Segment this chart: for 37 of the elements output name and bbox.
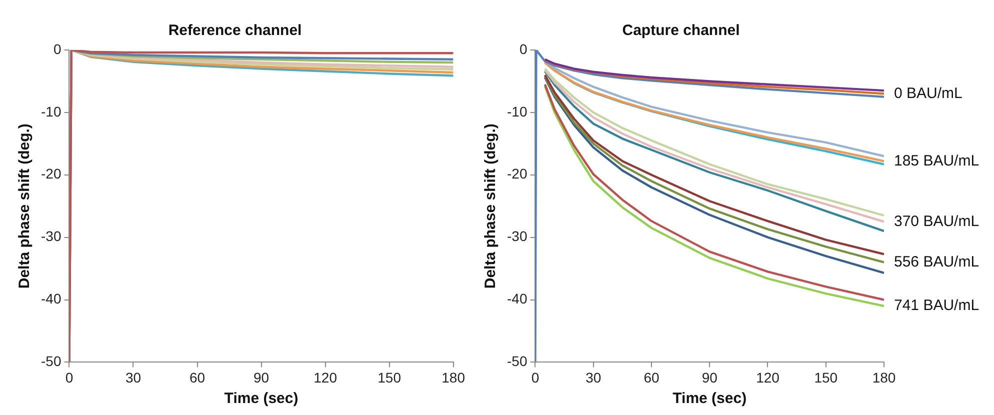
x-tick-label: 120 [314,369,338,386]
series-label: 0 BAU/mL [894,84,962,102]
y-tick-label: -30 [507,228,528,244]
x-tick-label: 150 [814,369,838,386]
x-axis-title: Time (sec) [224,390,298,408]
series-label: 556 BAU/mL [894,253,980,270]
x-tick-label: 60 [644,369,660,386]
y-axis-title: Delta phase shift (deg.) [482,124,500,289]
x-tick-label: 30 [125,369,142,386]
x-tick-label: 0 [531,369,540,386]
series-label: 370 BAU/mL [894,212,980,230]
x-axis-title: Time (sec) [672,390,747,408]
y-tick-label: -10 [41,103,62,120]
y-tick-label: -20 [507,166,528,182]
y-tick-label: 0 [519,40,528,57]
y-tick-label: -20 [41,166,62,182]
y-tick-label: -40 [41,290,62,307]
y-tick-label: -40 [507,290,528,307]
series-label: 185 BAU/mL [894,152,980,170]
y-tick-label: -50 [41,353,62,370]
x-tick-label: 30 [586,369,602,386]
y-axis-title: Delta phase shift (deg.) [16,124,34,289]
y-tick-label: -30 [41,228,62,244]
x-tick-label: 180 [442,369,466,386]
series-label: 741 BAU/mL [894,297,980,314]
y-tick-label: -50 [507,353,528,370]
x-tick-label: 60 [189,369,206,386]
x-tick-label: 90 [253,369,270,386]
x-tick-label: 90 [702,369,718,386]
chart-title: Reference channel [168,22,302,40]
y-tick-label: -10 [507,103,528,120]
x-tick-label: 180 [872,369,896,386]
y-tick-label: 0 [53,40,62,57]
x-tick-label: 120 [756,369,780,386]
x-tick-label: 0 [65,369,74,386]
chart-title: Capture channel [622,22,740,40]
x-tick-label: 150 [378,369,402,386]
